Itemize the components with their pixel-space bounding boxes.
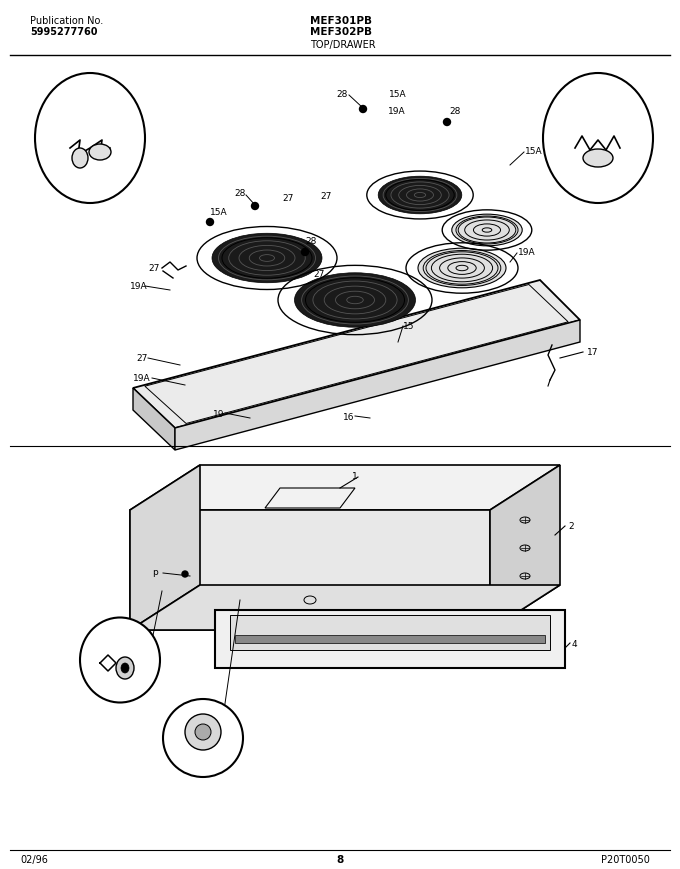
Text: 28: 28 (305, 237, 316, 246)
Text: 27: 27 (313, 270, 324, 279)
Ellipse shape (89, 144, 111, 160)
Text: P20T0050: P20T0050 (601, 855, 650, 865)
Ellipse shape (543, 73, 653, 203)
Text: 28: 28 (449, 107, 460, 116)
Text: TOP/DRAWER: TOP/DRAWER (310, 40, 375, 50)
Text: 28: 28 (336, 90, 347, 99)
Text: MEF302PB: MEF302PB (310, 27, 372, 37)
Text: 02/96: 02/96 (20, 855, 48, 865)
Text: 27: 27 (148, 264, 159, 273)
Text: 27: 27 (136, 354, 148, 363)
Circle shape (252, 202, 258, 209)
Ellipse shape (294, 273, 415, 328)
Ellipse shape (116, 657, 134, 679)
Text: 15: 15 (403, 322, 415, 331)
Polygon shape (175, 320, 580, 450)
Bar (235, 635, 545, 643)
Text: 15A: 15A (210, 208, 228, 217)
Text: 18: 18 (592, 98, 604, 107)
Text: 15A: 15A (525, 147, 543, 156)
Text: 8: 8 (337, 855, 343, 865)
Circle shape (182, 571, 188, 577)
Ellipse shape (378, 176, 462, 214)
Text: 27: 27 (320, 192, 331, 201)
Text: 19: 19 (213, 410, 224, 419)
Text: 28: 28 (234, 189, 245, 198)
Polygon shape (130, 585, 560, 630)
Circle shape (185, 714, 221, 750)
Ellipse shape (452, 214, 522, 246)
Polygon shape (130, 465, 200, 630)
Circle shape (207, 218, 214, 225)
Circle shape (443, 118, 450, 125)
Polygon shape (490, 465, 560, 630)
Text: p: p (152, 568, 158, 577)
Text: 17: 17 (587, 348, 598, 357)
Ellipse shape (163, 699, 243, 777)
Text: 18A: 18A (81, 98, 99, 107)
Text: 5995277760: 5995277760 (30, 27, 97, 37)
Polygon shape (215, 610, 565, 668)
Text: 15A: 15A (389, 90, 407, 99)
Text: 19A: 19A (388, 107, 406, 116)
Polygon shape (130, 465, 560, 510)
Text: 2: 2 (568, 522, 574, 531)
Circle shape (301, 249, 309, 255)
Text: 27: 27 (282, 194, 293, 203)
Ellipse shape (72, 148, 88, 168)
Ellipse shape (583, 149, 613, 167)
Ellipse shape (121, 663, 129, 673)
Text: 1: 1 (352, 472, 358, 481)
Ellipse shape (418, 249, 506, 288)
Text: 19A: 19A (133, 374, 151, 383)
Text: 19A: 19A (518, 248, 536, 257)
Text: 4: 4 (572, 640, 577, 649)
Text: 44: 44 (197, 760, 209, 769)
Text: 19A: 19A (130, 282, 148, 291)
Polygon shape (133, 388, 175, 450)
Ellipse shape (80, 618, 160, 702)
Ellipse shape (212, 233, 322, 282)
Text: 16: 16 (343, 413, 354, 422)
Ellipse shape (35, 73, 145, 203)
Text: MEF301PB: MEF301PB (310, 16, 372, 26)
Circle shape (195, 724, 211, 740)
Polygon shape (230, 615, 550, 650)
Polygon shape (133, 280, 580, 428)
Text: 7: 7 (117, 640, 123, 649)
Text: Publication No.: Publication No. (30, 16, 103, 26)
Circle shape (360, 105, 367, 112)
Polygon shape (130, 510, 490, 630)
